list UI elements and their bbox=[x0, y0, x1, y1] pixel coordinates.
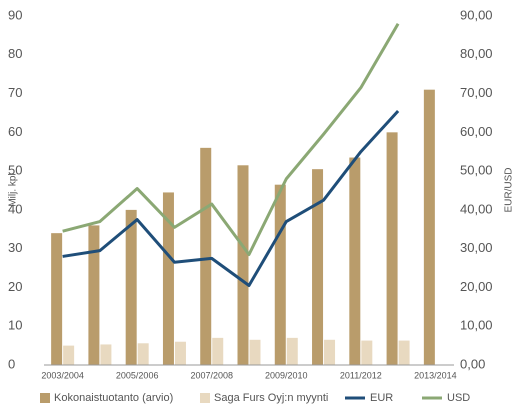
y-tick-label: 80 bbox=[8, 46, 22, 61]
y2-tick-label: 40,00 bbox=[460, 201, 493, 216]
bar bbox=[237, 165, 249, 365]
bar bbox=[274, 184, 286, 365]
legend-swatch bbox=[200, 393, 210, 403]
bar bbox=[88, 225, 100, 365]
bar bbox=[200, 147, 212, 365]
y2-tick-label: 10,00 bbox=[460, 318, 493, 333]
x-tick-label: 2003/2004 bbox=[41, 370, 84, 380]
y2-tick-label: 60,00 bbox=[460, 124, 493, 139]
legend-label: Kokonaistuotanto (arvio) bbox=[54, 392, 173, 404]
bar bbox=[100, 344, 112, 365]
bar bbox=[386, 132, 398, 365]
y2-tick-label: 30,00 bbox=[460, 240, 493, 255]
bar bbox=[324, 339, 336, 365]
bar bbox=[361, 340, 373, 365]
y-tick-label: 40 bbox=[8, 201, 22, 216]
y2-tick-label: 90,00 bbox=[460, 7, 493, 22]
y2-tick-label: 0,00 bbox=[460, 356, 485, 371]
bar bbox=[63, 345, 75, 365]
bar bbox=[249, 339, 261, 365]
y-tick-label: 60 bbox=[8, 124, 22, 139]
bar bbox=[398, 340, 410, 365]
bar bbox=[423, 89, 435, 365]
y2-tick-label: 50,00 bbox=[460, 163, 493, 178]
bar bbox=[162, 192, 174, 365]
y-tick-label: 90 bbox=[8, 7, 22, 22]
x-tick-label: 2005/2006 bbox=[116, 370, 159, 380]
legend-swatch bbox=[40, 393, 50, 403]
y2-tick-label: 20,00 bbox=[460, 279, 493, 294]
x-tick-label: 2011/2012 bbox=[340, 370, 382, 380]
bar bbox=[286, 337, 298, 365]
x-tick-label: 2009/2010 bbox=[265, 370, 308, 380]
bar bbox=[51, 233, 63, 365]
y-tick-label: 10 bbox=[8, 318, 22, 333]
legend-label: Saga Furs Oyj:n myynti bbox=[214, 392, 328, 404]
x-tick-label: 2013/2014 bbox=[414, 370, 457, 380]
bar bbox=[137, 343, 149, 365]
y2-tick-label: 70,00 bbox=[460, 85, 493, 100]
legend-label: EUR bbox=[370, 392, 393, 404]
y-axis-label: Milj. kpl bbox=[8, 173, 19, 206]
y-tick-label: 30 bbox=[8, 240, 22, 255]
y2-tick-label: 80,00 bbox=[460, 46, 493, 61]
line-series bbox=[62, 109, 400, 288]
bar bbox=[312, 169, 324, 365]
bar bbox=[125, 209, 137, 365]
legend-label: USD bbox=[447, 392, 470, 404]
bar bbox=[349, 157, 361, 365]
x-tick-label: 2007/2008 bbox=[190, 370, 233, 380]
y-tick-label: 50 bbox=[8, 163, 22, 178]
y-tick-label: 20 bbox=[8, 279, 22, 294]
y-tick-label: 0 bbox=[8, 356, 15, 371]
bar bbox=[174, 341, 186, 365]
line-series bbox=[62, 23, 400, 256]
y2-axis-label: EUR/USD bbox=[504, 167, 515, 212]
y-tick-label: 70 bbox=[8, 85, 22, 100]
bar bbox=[212, 337, 224, 365]
